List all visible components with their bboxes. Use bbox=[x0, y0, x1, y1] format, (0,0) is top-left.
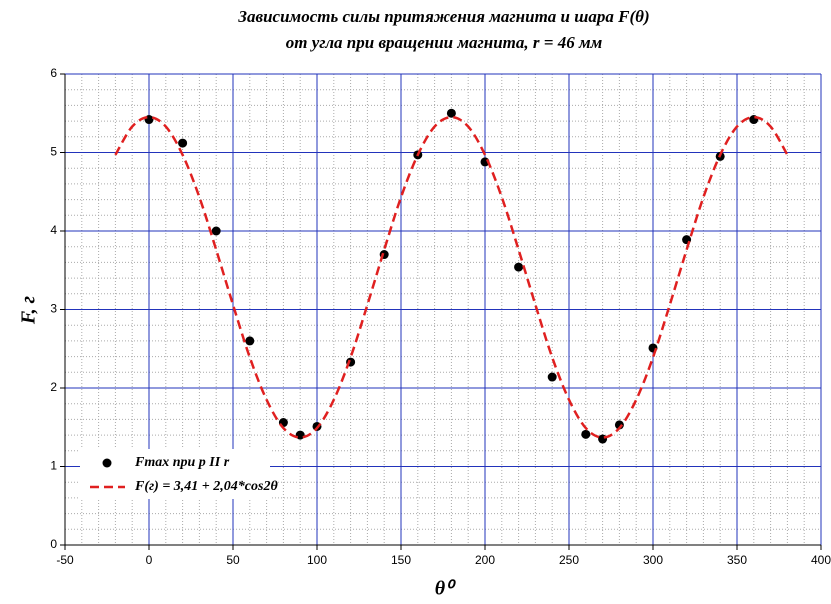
data-point bbox=[446, 108, 456, 118]
x-tick-label: 0 bbox=[146, 553, 153, 567]
y-tick-label: 3 bbox=[50, 302, 57, 316]
x-tick-label: 200 bbox=[475, 553, 495, 567]
legend-label: F(г) = 3,41 + 2,04*cos2θ bbox=[134, 479, 278, 494]
y-tick-label: 0 bbox=[50, 537, 57, 551]
y-tick-label: 6 bbox=[50, 66, 57, 80]
y-tick-label: 5 bbox=[50, 145, 57, 159]
data-point bbox=[514, 262, 524, 272]
legend-box bbox=[80, 449, 270, 499]
data-point bbox=[547, 372, 557, 382]
y-tick-label: 1 bbox=[50, 459, 57, 473]
y-tick-label: 2 bbox=[50, 380, 57, 394]
x-tick-label: 50 bbox=[226, 553, 240, 567]
x-tick-label: 300 bbox=[643, 553, 663, 567]
x-tick-label: 250 bbox=[559, 553, 579, 567]
chart-title: от угла при вращении магнита, r = 46 мм bbox=[286, 33, 603, 52]
data-point bbox=[178, 138, 188, 148]
x-tick-label: 400 bbox=[811, 553, 831, 567]
data-point bbox=[581, 429, 591, 439]
x-tick-label: 150 bbox=[391, 553, 411, 567]
x-tick-label: -50 bbox=[56, 553, 74, 567]
fit-line bbox=[114, 115, 789, 439]
chart-title: Зависимость силы притяжения магнита и ша… bbox=[237, 7, 649, 26]
legend-label: Fmax при p II r bbox=[134, 455, 230, 470]
data-point bbox=[295, 430, 305, 440]
x-axis-label: θ⁰ bbox=[435, 578, 456, 600]
x-tick-label: 100 bbox=[307, 553, 327, 567]
y-tick-label: 4 bbox=[50, 223, 57, 237]
y-axis-label: F, г bbox=[18, 296, 40, 325]
data-point bbox=[211, 226, 221, 236]
legend-marker bbox=[102, 458, 112, 468]
data-point bbox=[245, 336, 255, 346]
x-tick-label: 350 bbox=[727, 553, 747, 567]
